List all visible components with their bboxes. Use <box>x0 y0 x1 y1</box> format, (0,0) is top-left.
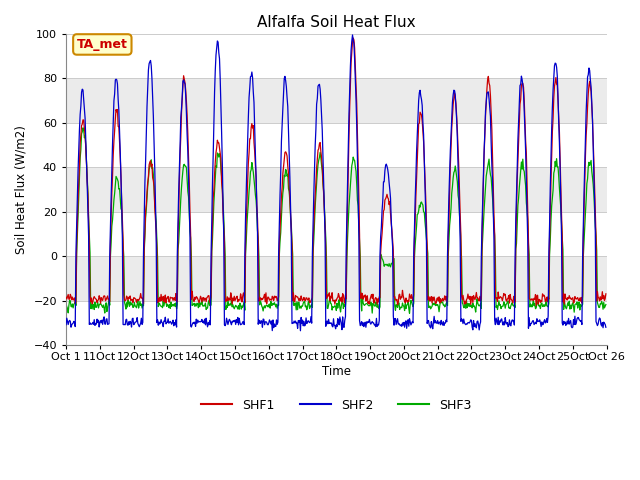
Bar <box>66 256 607 301</box>
Bar <box>66 34 607 78</box>
Bar <box>66 123 607 168</box>
Legend: SHF1, SHF2, SHF3: SHF1, SHF2, SHF3 <box>196 394 477 417</box>
Bar <box>66 78 607 123</box>
Bar <box>66 212 607 256</box>
Title: Alfalfa Soil Heat Flux: Alfalfa Soil Heat Flux <box>257 15 415 30</box>
Text: TA_met: TA_met <box>77 38 128 51</box>
Bar <box>66 168 607 212</box>
Y-axis label: Soil Heat Flux (W/m2): Soil Heat Flux (W/m2) <box>15 125 28 254</box>
X-axis label: Time: Time <box>322 365 351 378</box>
Bar <box>66 301 607 345</box>
